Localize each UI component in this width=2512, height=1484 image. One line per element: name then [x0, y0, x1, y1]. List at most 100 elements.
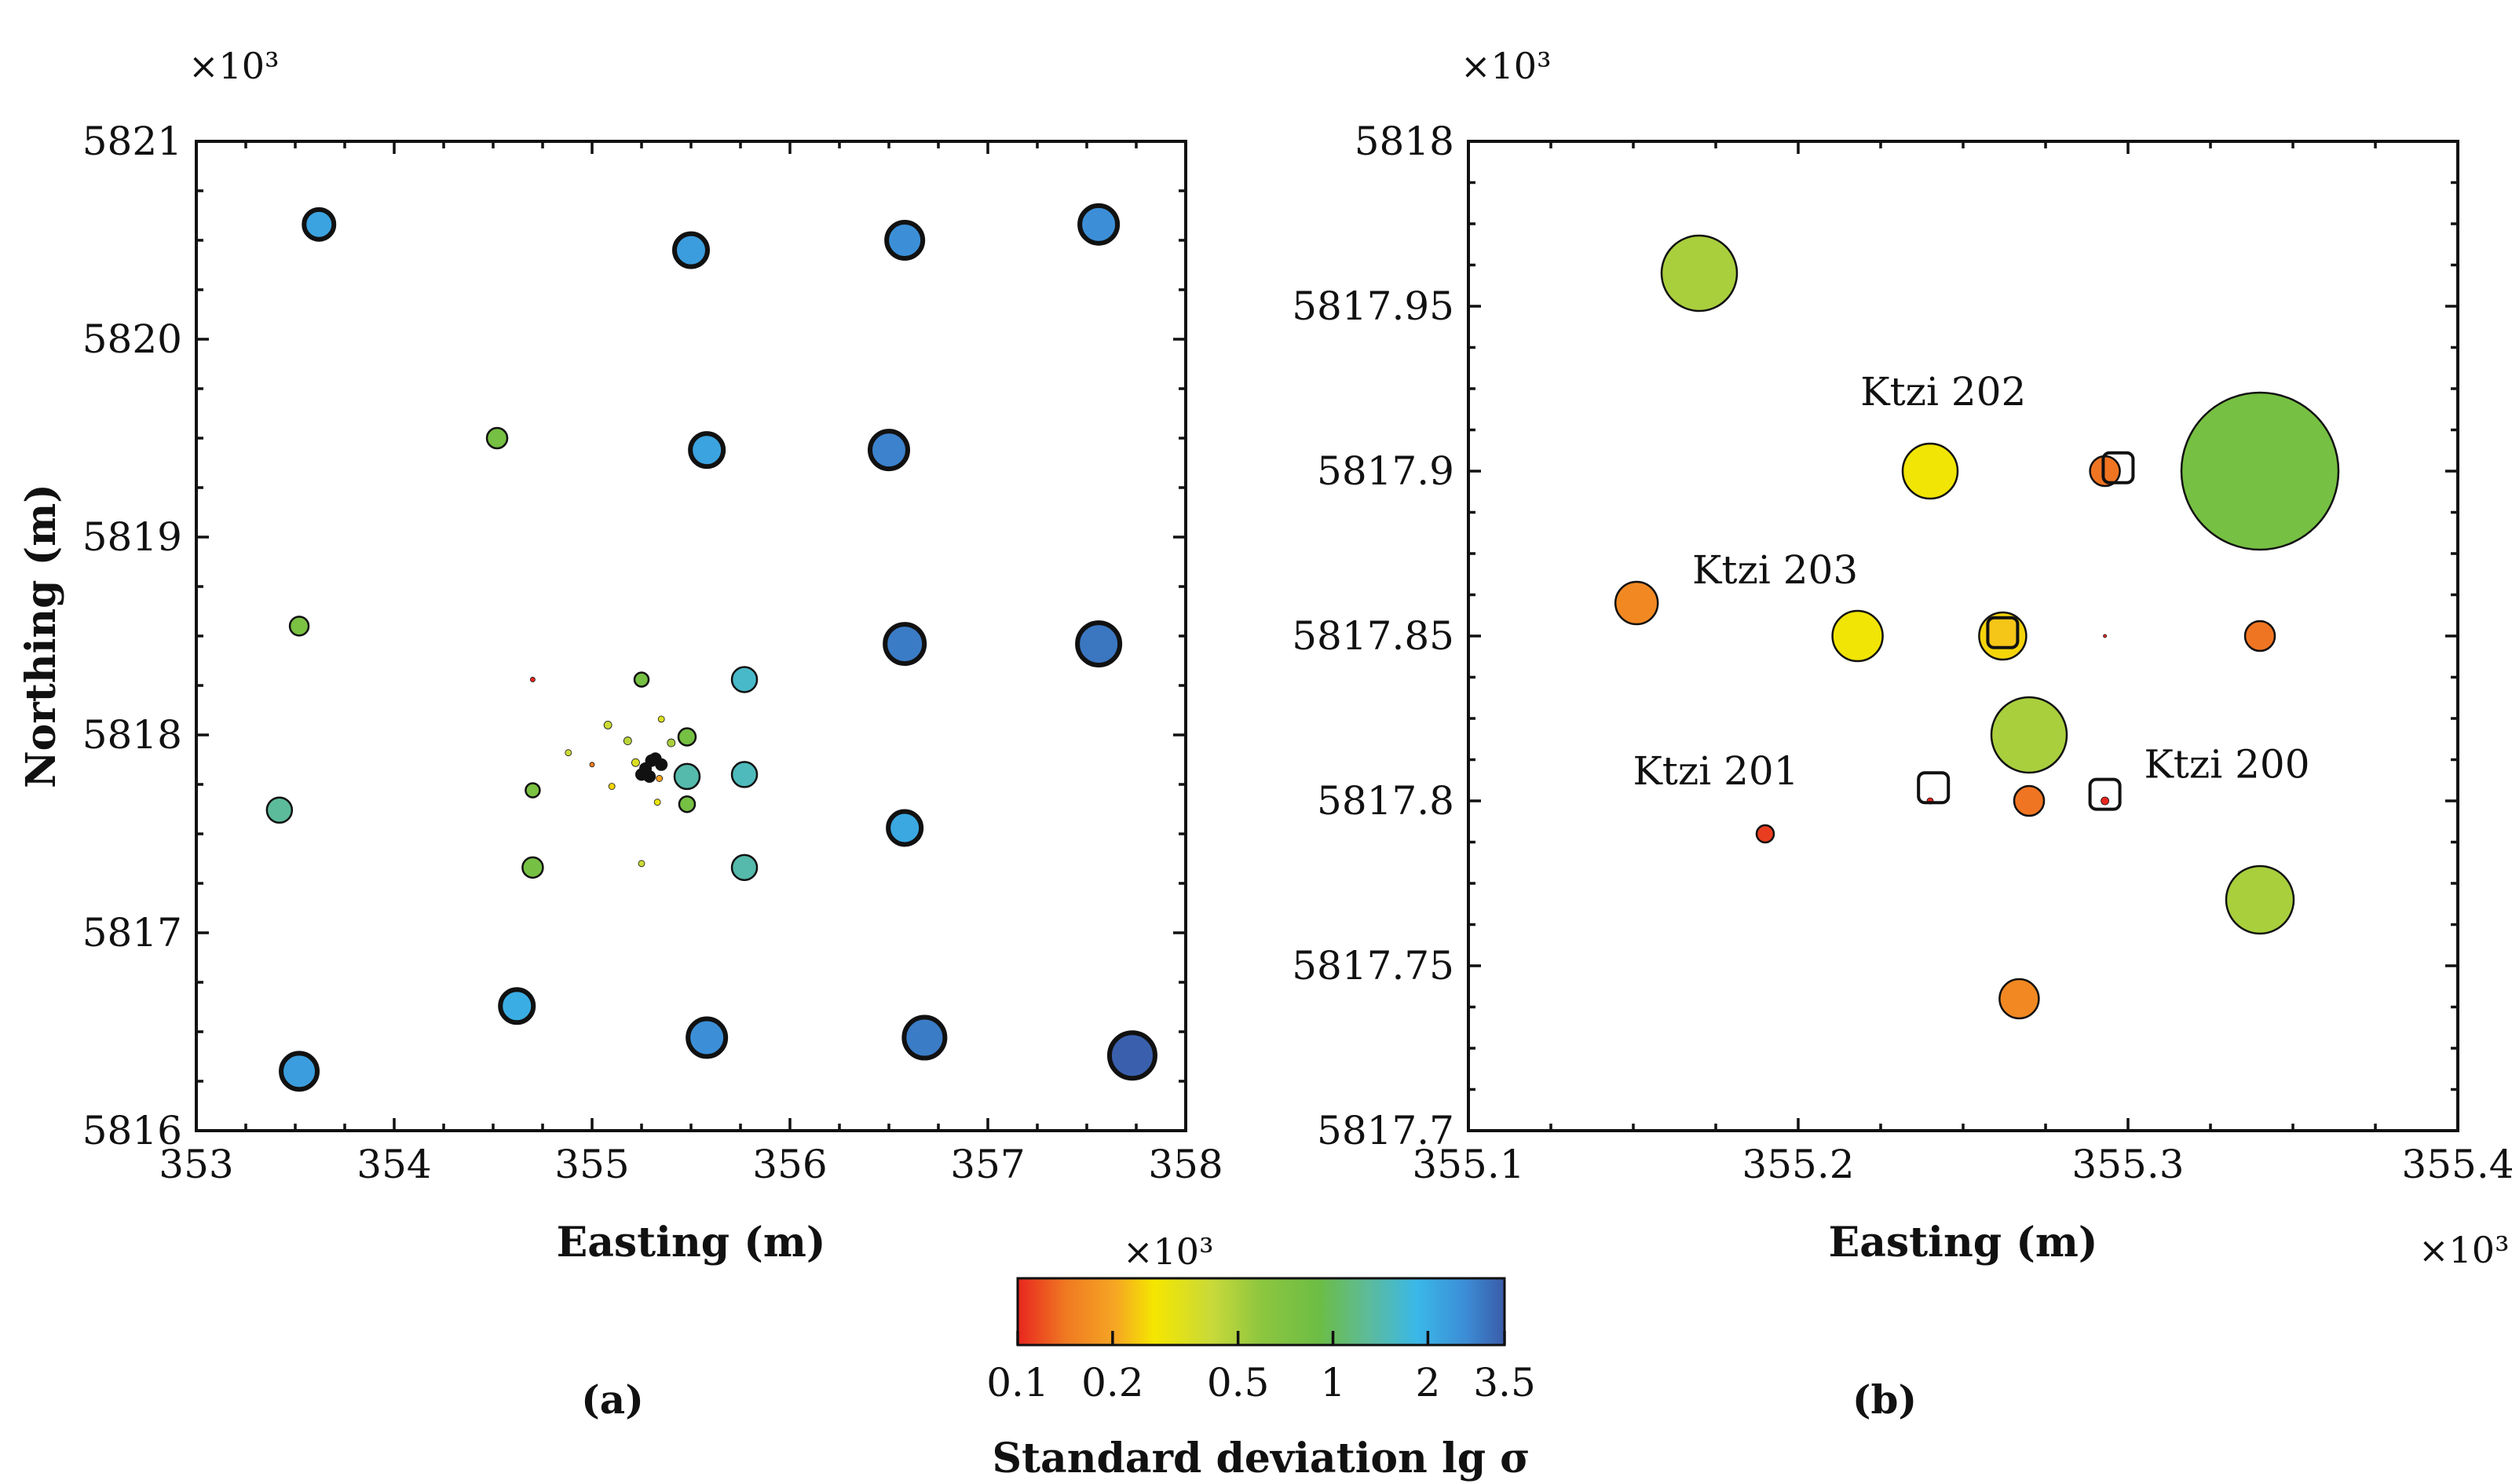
a-ytick-label: 5820	[82, 316, 182, 362]
b-point-15	[2103, 634, 2108, 638]
a-point-18	[521, 856, 544, 879]
a-xtick-label: 355	[554, 1142, 629, 1187]
b-point-7	[2243, 620, 2276, 652]
b-point-10	[1755, 824, 1775, 844]
a-point-31	[638, 860, 645, 868]
panel-b-ticks: 355.1 355.2 355.3 355.45817.75817.755817.85…	[1292, 119, 2512, 1187]
a-ytick-label: 5821	[82, 119, 182, 164]
a-point-7	[288, 616, 310, 637]
panel-b-y-multiplier: ×10³	[1461, 45, 1552, 87]
a-point-22	[686, 1016, 729, 1059]
b-ytick-label: 5818	[1355, 119, 1454, 164]
b-annotation-0: Ktzi 202	[1860, 369, 2026, 415]
panel-a: ×10³ 353 354 355 356 357 358 5816 5817 5818 5819 5…	[17, 45, 1223, 1423]
a-point-34	[631, 758, 640, 767]
a-point-35	[656, 775, 664, 782]
colorbar-multiplier: ×10³	[1123, 1230, 1214, 1273]
a-point-19	[730, 853, 759, 882]
a-point-8	[883, 622, 927, 667]
colorbar: ×10³ 0.1 0.2 0.5 1 2 3.5 Standard deviation l…	[986, 1230, 1536, 1482]
b-point-14	[2101, 796, 2110, 806]
b-point-3	[2180, 391, 2340, 551]
panel-b-wells	[1917, 451, 2135, 811]
a-ytick-label: 5819	[82, 514, 182, 560]
a-point-0	[302, 207, 337, 242]
colorbar-tick-label: 0.5	[1207, 1360, 1270, 1405]
a-point-10	[633, 671, 650, 688]
a-cluster-marker-4	[643, 769, 656, 783]
a-point-36	[530, 677, 536, 682]
b-annotation-2: Ktzi 201	[1633, 748, 1798, 794]
colorbar-tick-label: 1	[1321, 1360, 1346, 1405]
panel-b-x-multiplier: ×10³	[2419, 1229, 2510, 1271]
a-xtick-label: 358	[1148, 1142, 1223, 1187]
colorbar-title: Standard deviation lg σ	[992, 1435, 1530, 1482]
b-annotation-3: Ktzi 200	[2144, 742, 2309, 788]
a-point-2	[884, 220, 926, 261]
panel-a-label: (a)	[581, 1376, 644, 1423]
a-ytick-label: 5818	[82, 712, 182, 758]
panel-b: ×10³ Ktzi 202 Ktzi 203 Ktzi 201 Ktzi 200 35…	[1292, 45, 2512, 1423]
colorbar-gradient	[1016, 1277, 1506, 1347]
panel-a-y-multiplier: ×10³	[188, 45, 280, 87]
a-point-17	[265, 796, 294, 824]
a-point-26	[603, 721, 612, 729]
b-point-1	[1901, 442, 1959, 500]
b-well-3	[2088, 777, 2122, 811]
a-point-11	[730, 666, 759, 693]
a-point-6	[868, 429, 910, 472]
colorbar-tick-label: 0.1	[986, 1360, 1049, 1405]
b-well-1	[1986, 616, 2020, 649]
b-xtick-label: 355.4	[2401, 1142, 2512, 1187]
b-point-0	[1660, 234, 1739, 313]
b-annotation-1: Ktzi 203	[1692, 547, 1858, 593]
a-point-28	[657, 715, 665, 723]
a-ytick-label: 5816	[82, 1108, 182, 1153]
a-point-4	[485, 426, 509, 450]
b-ytick-label: 5817.7	[1317, 1108, 1454, 1153]
colorbar-tick-label: 0.2	[1081, 1360, 1144, 1405]
b-point-12	[1998, 978, 2040, 1020]
panel-b-x-title: Easting (m)	[1829, 1219, 2098, 1267]
panel-b-label: (b)	[1852, 1376, 1917, 1423]
a-point-14	[730, 761, 759, 788]
a-point-1	[672, 231, 710, 269]
a-point-32	[608, 783, 616, 790]
panel-a-points	[265, 203, 1157, 1092]
b-well-0	[2101, 451, 2135, 484]
b-xtick-label: 355.1	[1412, 1142, 1524, 1187]
panel-b-annotations: Ktzi 202 Ktzi 203 Ktzi 201 Ktzi 200	[1633, 369, 2309, 794]
b-point-4	[1614, 580, 1659, 626]
b-ytick-label: 5817.75	[1292, 943, 1454, 989]
a-point-21	[498, 987, 536, 1025]
a-point-5	[688, 431, 726, 470]
colorbar-tick-label: 2	[1416, 1360, 1441, 1405]
a-point-9	[1075, 620, 1123, 668]
a-point-24	[1106, 1030, 1157, 1081]
a-point-37	[589, 762, 595, 768]
colorbar-tick-label: 3.5	[1473, 1360, 1536, 1405]
b-ytick-label: 5817.85	[1292, 613, 1454, 659]
b-xtick-label: 355.2	[1742, 1142, 1854, 1187]
a-point-27	[623, 737, 632, 745]
b-ytick-label: 5817.95	[1292, 283, 1454, 329]
b-point-9	[2013, 784, 2046, 817]
a-ytick-label: 5817	[82, 910, 182, 956]
a-point-16	[525, 782, 541, 799]
a-point-33	[653, 799, 661, 806]
panel-a-y-title: Northing (m)	[17, 484, 65, 788]
b-point-11	[2225, 864, 2295, 935]
a-point-12	[677, 727, 697, 747]
b-ytick-label: 5817.9	[1317, 448, 1454, 494]
a-cluster-marker-5	[655, 758, 668, 771]
panel-b-frame	[1467, 140, 2459, 1132]
a-xtick-label: 354	[357, 1142, 431, 1187]
a-point-23	[901, 1014, 948, 1061]
b-point-5	[1831, 609, 1884, 663]
a-xtick-label: 356	[752, 1142, 827, 1187]
a-xtick-label: 353	[159, 1142, 233, 1187]
a-point-20	[886, 809, 924, 847]
panel-a-frame	[195, 140, 1187, 1132]
a-point-25	[279, 1051, 320, 1092]
